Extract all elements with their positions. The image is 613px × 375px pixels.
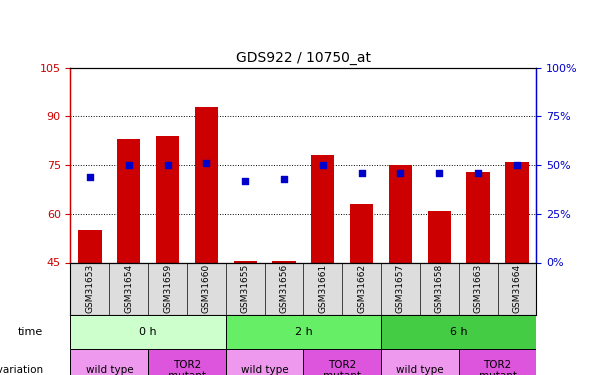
Text: GSM31655: GSM31655 [241, 264, 249, 314]
Text: TOR2
mutant: TOR2 mutant [479, 360, 517, 375]
Text: GSM31659: GSM31659 [163, 264, 172, 314]
Bar [389, 165, 412, 262]
Bar [381, 349, 459, 375]
Bar [156, 136, 179, 262]
Text: wild type: wild type [85, 365, 133, 375]
Text: GSM31661: GSM31661 [318, 264, 327, 314]
Point [435, 170, 444, 176]
Point [318, 162, 328, 168]
Bar [148, 349, 226, 375]
Text: time: time [18, 327, 44, 337]
Text: TOR2
mutant: TOR2 mutant [323, 360, 361, 375]
Title: GDS922 / 10750_at: GDS922 / 10750_at [236, 51, 371, 65]
Point [279, 176, 289, 181]
Bar [466, 171, 490, 262]
Text: GSM31657: GSM31657 [396, 264, 405, 314]
Bar [78, 230, 102, 262]
Text: GSM31658: GSM31658 [435, 264, 444, 314]
Text: wild type: wild type [241, 365, 289, 375]
Point [357, 170, 367, 176]
Text: GSM31662: GSM31662 [357, 264, 366, 314]
Bar [303, 349, 381, 375]
Point [162, 162, 172, 168]
Text: GSM31653: GSM31653 [85, 264, 94, 314]
Bar [272, 261, 295, 262]
Bar [350, 204, 373, 262]
Text: GSM31660: GSM31660 [202, 264, 211, 314]
Bar [70, 315, 226, 349]
Bar [234, 261, 257, 262]
Point [240, 178, 250, 184]
Point [473, 170, 483, 176]
Text: wild type: wild type [396, 365, 444, 375]
Point [124, 162, 134, 168]
Text: 0 h: 0 h [139, 327, 157, 337]
Text: 2 h: 2 h [295, 327, 312, 337]
Bar [117, 139, 140, 262]
Bar [70, 349, 148, 375]
Text: 6 h: 6 h [450, 327, 468, 337]
Bar [226, 349, 303, 375]
Text: GSM31664: GSM31664 [512, 264, 522, 314]
Bar [505, 162, 528, 262]
Text: genotype/variation: genotype/variation [0, 365, 44, 375]
Text: TOR2
mutant: TOR2 mutant [168, 360, 206, 375]
Text: GSM31663: GSM31663 [474, 264, 482, 314]
Point [512, 162, 522, 168]
Point [202, 160, 211, 166]
Bar [195, 106, 218, 262]
Text: GSM31656: GSM31656 [280, 264, 289, 314]
Bar [311, 155, 335, 262]
Text: GSM31654: GSM31654 [124, 264, 133, 314]
Bar [428, 210, 451, 262]
Point [395, 170, 405, 176]
Bar [226, 315, 381, 349]
Bar [459, 349, 536, 375]
Bar [381, 315, 536, 349]
Point [85, 174, 95, 180]
